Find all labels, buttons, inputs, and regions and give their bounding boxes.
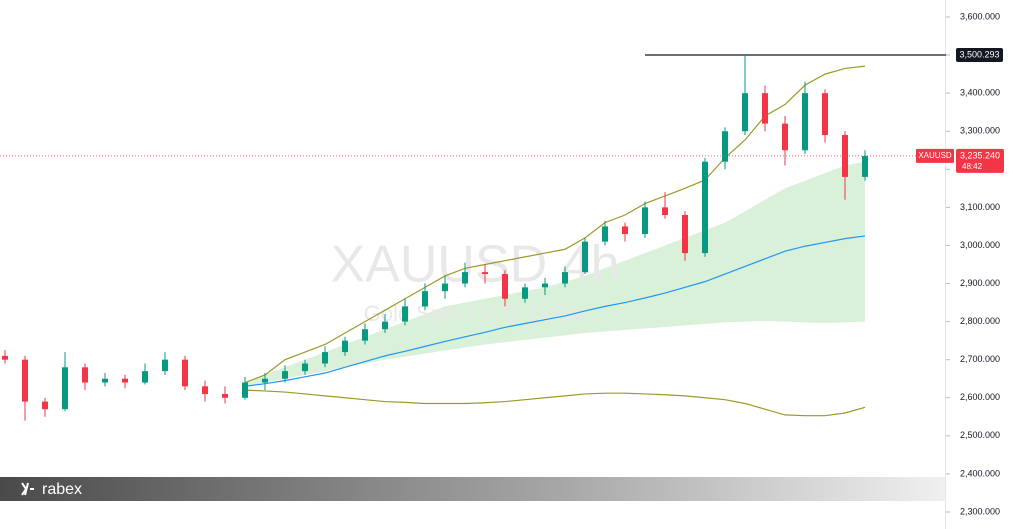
candle-body [2,355,8,360]
candle-body [582,241,588,273]
indicator-line [244,235,866,387]
brand-banner [0,477,945,501]
candle-body [342,340,348,353]
candle-body [622,226,628,235]
watermark-subtitle: Gold Spot / U.S. Dollar [364,301,587,326]
candle-body [422,291,428,307]
y-tick-label: 2,400.000 [960,468,1000,478]
candle-body [362,329,368,341]
watermark-title: XAUUSD 4h [331,236,620,294]
candle-layer [2,54,868,421]
candle-body [762,93,768,124]
candle-body [502,274,508,299]
price-axis: 2,300.000 2,400.000 2,500.000 2,600.000 2,70… [916,11,1004,516]
last-price-label: 3,235.240 [960,150,1000,160]
brand-logo [21,482,34,496]
candle-body [122,378,128,383]
y-tick-label: 3,300.000 [960,126,1000,136]
candle-body [682,215,688,254]
candle-body [702,161,708,254]
resistance-label-box [956,47,1003,62]
symbol-label: XAUUSD [918,151,952,160]
brand-name: rabex [42,481,82,498]
candle-body [842,135,848,177]
y-tick-label: 2,900.000 [960,278,1000,288]
candle-body [802,93,808,151]
candle-body [222,393,228,398]
candle-body [442,283,448,292]
indicator-line [244,389,866,417]
candle-body [782,123,788,151]
candle-body [162,359,168,372]
band-area [245,161,865,387]
candle-body [62,367,68,410]
y-tick-label: 3,600.000 [960,11,1000,21]
candle-body [102,378,108,383]
candle-body [302,363,308,372]
symbol-box [916,148,954,163]
y-tick-label: 3,100.000 [960,202,1000,212]
candle-body [742,93,748,132]
candle-body [262,378,268,383]
candle-body [82,367,88,383]
candle-body [322,352,328,364]
y-tick-label: 3,400.000 [960,88,1000,98]
indicator-layer [0,54,946,417]
candle-body [182,359,188,387]
y-tick-label: 2,600.000 [960,392,1000,402]
countdown-label: 48:42 [962,162,983,171]
candle-body [282,371,288,379]
indicator-line [244,65,866,384]
candle-body [462,272,468,284]
band-layer [245,161,865,387]
candle-body [522,287,528,299]
candle-body [562,272,568,284]
candle-body [202,386,208,394]
candle-body [382,321,388,330]
candle-body [542,283,548,288]
candle-body [722,131,728,162]
candle-body [862,155,868,177]
candle-body [242,382,248,398]
candle-body [142,371,148,383]
y-tick-label: 2,700.000 [960,354,1000,364]
candle-body [642,207,648,235]
candle-body [662,207,668,215]
y-tick-label: 3,000.000 [960,240,1000,250]
candle-body [482,272,488,275]
y-tick-label: 2,300.000 [960,506,1000,516]
candle-body [402,306,408,322]
y-tick-label: 2,500.000 [960,430,1000,440]
last-price-box [956,148,1004,173]
candle-body [22,359,28,402]
candle-body [42,401,48,410]
candle-body [822,93,828,136]
resistance-label: 3,500.293 [959,49,999,59]
y-tick-label: 2,800.000 [960,316,1000,326]
candle-body [602,226,608,242]
